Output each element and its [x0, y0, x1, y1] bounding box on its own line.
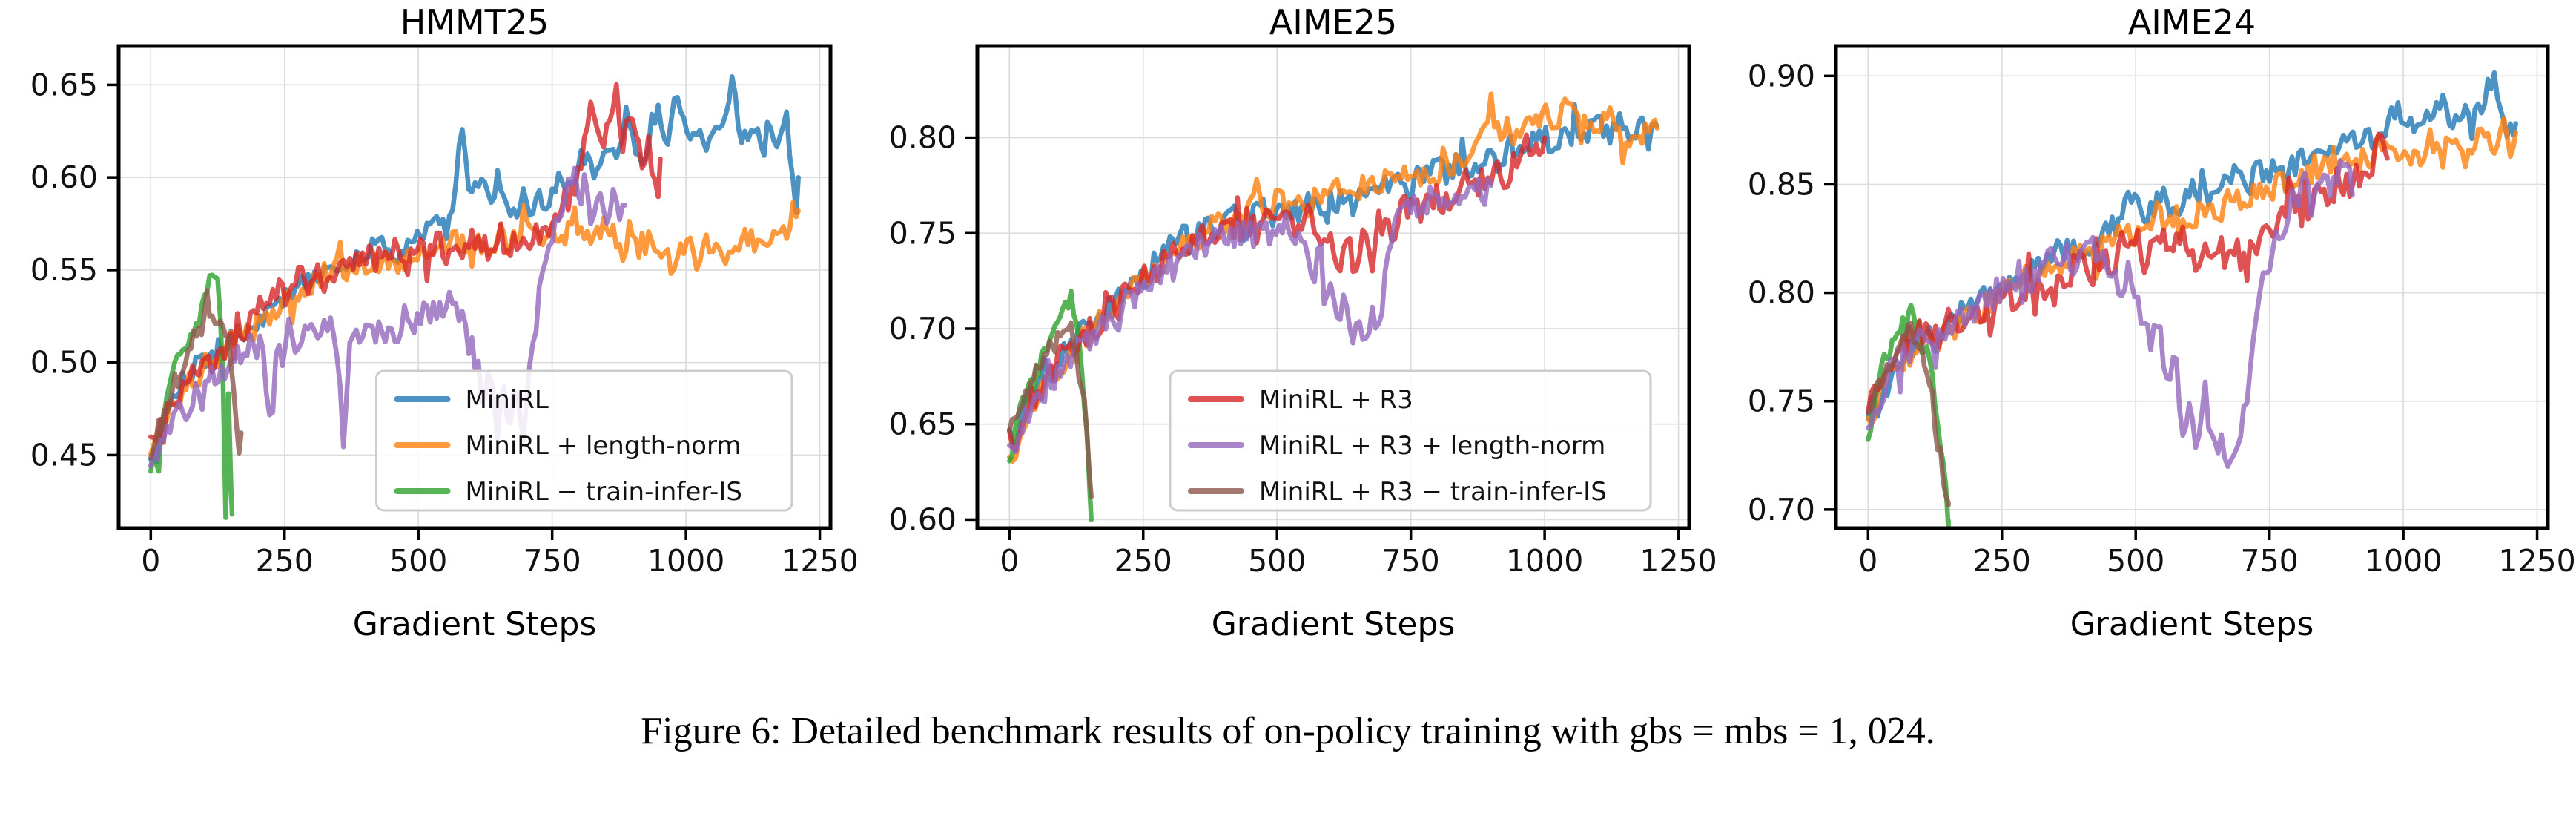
y-tick-label: 0.75	[1748, 384, 1815, 419]
x-tick-label: 250	[1973, 543, 2031, 579]
x-axis-label: Gradient Steps	[2070, 605, 2314, 643]
y-tick-label: 0.90	[1748, 58, 1815, 93]
x-tick-label: 1000	[1506, 543, 1583, 579]
legend: MiniRL + R3 MiniRL + R3 + length-norm Mini…	[1169, 369, 1652, 512]
legend-label: MiniRL + R3 + length-norm	[1259, 431, 1605, 461]
series-line-minirl	[1866, 70, 2518, 421]
x-tick-label: 750	[524, 543, 581, 579]
y-tick-label: 0.65	[889, 407, 957, 442]
plot-border	[975, 44, 1691, 530]
chart-title: AIME25	[1269, 2, 1397, 42]
x-tick-label: 250	[1114, 543, 1172, 579]
series-line-minirl-r3-train-infer-is	[1007, 320, 1094, 499]
figure-caption: Figure 6: Detailed benchmark results of …	[641, 710, 1935, 752]
y-tick-label: 0.70	[1748, 492, 1815, 527]
series-line-minirl-length-norm	[1007, 91, 1659, 464]
x-tick-label: 500	[389, 543, 447, 579]
y-tick-label: 0.80	[1748, 275, 1815, 311]
charts-row: 0 250 500 750 1000 1250 0.45 0.50 0.55 0.60 0.65 Mi…	[30, 2, 2576, 643]
y-tick-label: 0.55	[30, 252, 98, 288]
x-tick-label: 250	[256, 543, 314, 579]
y-tick-label: 0.45	[30, 437, 98, 473]
plot-border	[1834, 44, 2550, 530]
series-line-minirl-train-infer-is	[148, 272, 235, 520]
chart-hmmt25: 0 250 500 750 1000 1250 0.45 0.50 0.55 0.60 0.65 Mi…	[30, 2, 859, 643]
legend: MiniRL MiniRL + length-norm MiniRL − train…	[375, 369, 793, 512]
y-tick-label: 0.70	[889, 311, 957, 346]
chart-aime25: 0 250 500 750 1000 1250 0.60 0.65 0.70 0.75 0.80 Mi…	[889, 2, 1717, 643]
x-tick-label: 0	[1858, 543, 1877, 579]
x-tick-label: 750	[2241, 543, 2299, 579]
plot-border	[116, 44, 833, 530]
series-line-minirl-train-infer-is	[1866, 303, 1951, 528]
x-tick-label: 1000	[647, 543, 724, 579]
y-tick-label: 0.50	[30, 345, 98, 381]
series-line-minirl	[1007, 102, 1659, 454]
chart-title: HMMT25	[400, 2, 549, 42]
y-tick-label: 0.65	[30, 67, 98, 102]
chart-aime24: 0 250 500 750 1000 1250 0.70 0.75 0.80 0.85 0.90 A…	[1748, 2, 2576, 643]
x-tick-label: 750	[1382, 543, 1440, 579]
series-line-minirl-r3-length-norm	[1007, 177, 1494, 455]
x-tick-label: 500	[2107, 543, 2164, 579]
x-tick-label: 1250	[1639, 543, 1717, 579]
y-tick-label: 0.60	[30, 160, 98, 195]
x-tick-label: 0	[1000, 543, 1019, 579]
x-axis-label: Gradient Steps	[353, 605, 597, 643]
y-tick-label: 0.60	[889, 502, 957, 537]
x-tick-label: 1000	[2365, 543, 2442, 579]
series-lines	[1866, 70, 2518, 528]
x-axis-label: Gradient Steps	[1212, 605, 1456, 643]
legend-box	[1169, 369, 1652, 512]
x-tick-label: 1250	[2498, 543, 2575, 579]
series-line-minirl-r3-train-infer-is	[1866, 321, 1951, 508]
legend-label: MiniRL + length-norm	[466, 431, 742, 461]
series-line-minirl-length-norm	[1866, 116, 2518, 427]
series-line-minirl-r3-train-infer-is	[148, 288, 244, 461]
legend-box	[375, 369, 793, 512]
legend-label: MiniRL	[466, 385, 549, 415]
plot-layer: 0 250 500 750 1000 1250 0.60 0.65 0.70 0.75 0.80 Mi…	[889, 44, 1717, 579]
legend-label: MiniRL − train-infer-IS	[466, 477, 742, 507]
plot-layer: 0 250 500 750 1000 1250 0.70 0.75 0.80 0.85 0.90	[1748, 44, 2576, 579]
legend-label: MiniRL + R3	[1259, 385, 1413, 415]
chart-title: AIME24	[2128, 2, 2256, 42]
series-lines	[1007, 91, 1659, 522]
x-tick-label: 1250	[781, 543, 858, 579]
series-lines	[148, 74, 801, 520]
y-tick-label: 0.80	[889, 120, 957, 156]
y-tick-label: 0.85	[1748, 166, 1815, 202]
series-line-minirl-r3-length-norm	[1866, 158, 2355, 470]
x-tick-label: 0	[141, 543, 160, 579]
x-tick-label: 500	[1248, 543, 1306, 579]
legend-label: MiniRL + R3 − train-infer-IS	[1259, 477, 1607, 507]
y-tick-label: 0.75	[889, 215, 957, 251]
plot-layer: 0 250 500 750 1000 1250 0.45 0.50 0.55 0.60 0.65 Mi…	[30, 44, 859, 579]
